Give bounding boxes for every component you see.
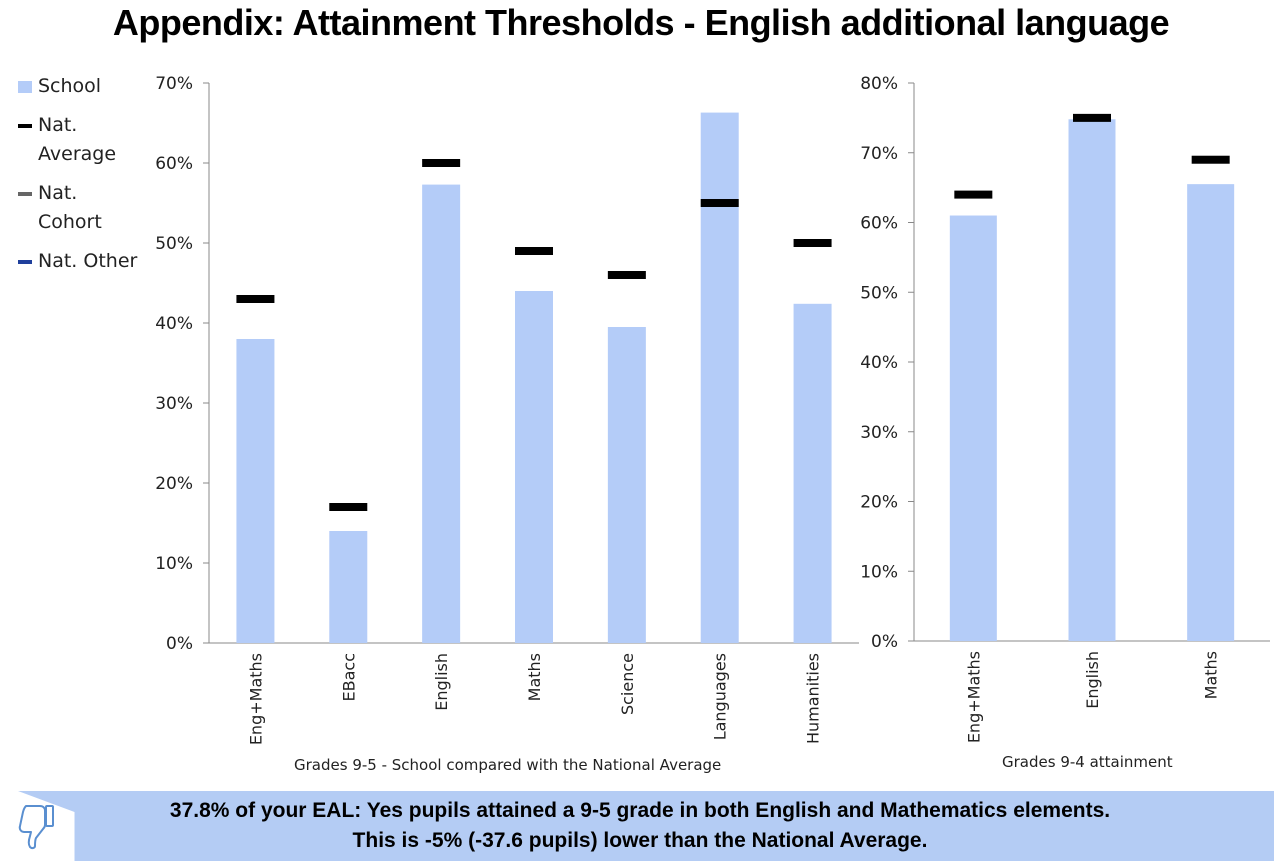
chart-1-bar-ebacc bbox=[329, 531, 368, 643]
chart-2-y-tick-label: 50% bbox=[860, 283, 898, 303]
chart-1-caption: Grades 9-5 - School compared with the Na… bbox=[294, 756, 722, 774]
chart-1-bar-maths bbox=[515, 291, 553, 643]
legend-label-nat-other: Nat. Other bbox=[38, 250, 138, 272]
chart-1-y-tick-label: 50% bbox=[155, 234, 193, 254]
chart-1-nat-average-marker bbox=[515, 247, 553, 255]
summary-line-2: This is -5% (-37.6 pupils) lower than th… bbox=[352, 829, 928, 852]
chart-1-y-tick-label: 20% bbox=[155, 474, 193, 494]
chart-2-y-tick-label: 60% bbox=[860, 214, 898, 234]
legend-label-nat-cohort: Nat. Cohort bbox=[38, 182, 102, 233]
summary-line-1: 37.8% of your EAL: Yes pupils attained a… bbox=[169, 799, 1111, 822]
chart-1-nat-average-marker bbox=[700, 199, 739, 207]
charts-canvas: 0% 10% 20% 30% 40% 50% 60% 70% Eng+Maths EBacc Eng… bbox=[155, 74, 1270, 745]
chart-1-x-tick-label: Languages bbox=[711, 653, 730, 740]
legend-line-nat-other bbox=[18, 260, 32, 264]
chart-legend: School Nat. Average Nat. Cohort Nat. Oth… bbox=[18, 72, 138, 286]
chart-2-bar-eng-maths bbox=[949, 215, 997, 641]
summary-banner bbox=[18, 791, 1274, 861]
chart-2-y-tick-label: 40% bbox=[860, 353, 898, 373]
chart-2-nat-average-marker bbox=[1191, 155, 1230, 164]
chart-1-y-tick-label: 30% bbox=[155, 394, 193, 414]
chart-1-x-tick-label: EBacc bbox=[339, 653, 358, 701]
chart-2-y-tick-label: 70% bbox=[860, 144, 898, 164]
legend-label-nat-average: Nat. Average bbox=[38, 114, 117, 165]
legend-line-nat-average bbox=[18, 124, 32, 128]
chart-1-y-tick-label: 0% bbox=[166, 634, 193, 654]
chart-2-caption: Grades 9-4 attainment bbox=[1002, 753, 1173, 771]
legend-item-nat-average: Nat. Average bbox=[18, 111, 138, 169]
chart-2-x-tick-label: Eng+Maths bbox=[964, 651, 983, 743]
chart-1-nat-average-marker bbox=[236, 295, 275, 303]
chart-1-y-tick-label: 70% bbox=[155, 74, 193, 94]
chart-2-y-tick-label: 20% bbox=[860, 493, 898, 513]
chart-1-bar-english bbox=[422, 184, 461, 643]
chart-1-x-tick-label: Maths bbox=[525, 653, 544, 701]
chart-1-x-tick-label: Science bbox=[618, 653, 637, 715]
chart-1-nat-average-marker bbox=[422, 159, 461, 167]
legend-item-nat-other: Nat. Other bbox=[18, 247, 138, 276]
chart-1-nat-average-marker bbox=[329, 503, 368, 511]
chart-2-bar-maths bbox=[1187, 184, 1235, 641]
chart-1-bar-eng-maths bbox=[236, 339, 275, 643]
chart-1-bar-science bbox=[607, 327, 646, 643]
chart-1-y-tick-label: 60% bbox=[155, 154, 193, 174]
chart-2-bar-english bbox=[1068, 119, 1116, 641]
chart-1-y-tick-label: 40% bbox=[155, 314, 193, 334]
chart-2-nat-average-marker bbox=[1073, 113, 1111, 122]
chart-2-y-tick-label: 10% bbox=[860, 562, 898, 582]
chart-2-x-tick-label: English bbox=[1083, 651, 1102, 709]
chart-1-x-tick-label: Eng+Maths bbox=[246, 653, 265, 745]
chart-2-y-tick-label: 0% bbox=[871, 632, 898, 652]
legend-swatch-school bbox=[18, 81, 32, 93]
chart-1-x-tick-label: Humanities bbox=[804, 653, 823, 744]
chart-1-x-tick-label: English bbox=[432, 653, 451, 711]
chart-2-y-tick-label: 30% bbox=[860, 423, 898, 443]
chart-1-nat-average-marker bbox=[607, 271, 646, 279]
page-title: Appendix: Attainment Thresholds - Englis… bbox=[112, 2, 1170, 43]
chart-2-nat-average-marker bbox=[954, 190, 993, 199]
legend-label-school: School bbox=[38, 75, 102, 97]
summary-text: 37.8% of your EAL: Yes pupils attained a… bbox=[140, 796, 1140, 856]
legend-item-nat-cohort: Nat. Cohort bbox=[18, 179, 138, 237]
chart-2-y-tick-label: 80% bbox=[860, 74, 898, 94]
chart-1-bar-humanities bbox=[793, 303, 832, 643]
chart-1-y-tick-label: 10% bbox=[155, 554, 193, 574]
legend-item-school: School bbox=[18, 72, 138, 101]
thumbs-down-icon bbox=[18, 805, 54, 850]
chart-1-bar-languages bbox=[700, 112, 739, 644]
legend-line-nat-cohort bbox=[18, 192, 32, 196]
chart-2-x-tick-label: Maths bbox=[1202, 651, 1221, 699]
chart-1-nat-average-marker bbox=[793, 239, 832, 247]
